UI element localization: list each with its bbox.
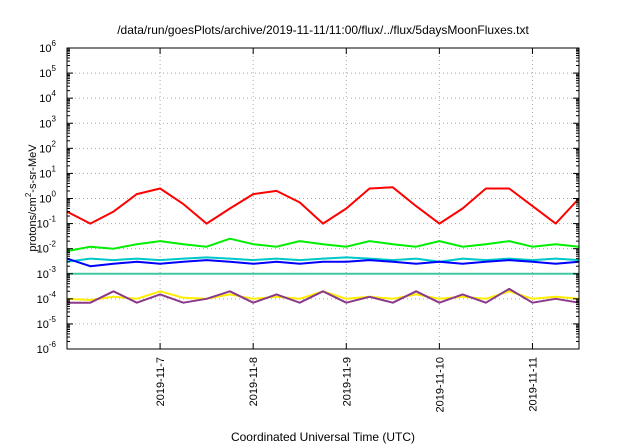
y-tick-base: 10	[39, 118, 51, 130]
grid-lines	[67, 48, 579, 349]
y-tick-exponent: 1	[52, 164, 57, 173]
y-tick-exponent: -2	[49, 240, 57, 249]
series-line-7	[67, 287, 580, 304]
y-tick-label: 103	[39, 114, 56, 130]
y-tick-base: 10	[39, 68, 51, 80]
y-tick-label: 10-4	[37, 290, 57, 306]
y-tick-exponent: 3	[52, 114, 57, 123]
y-axis-label-superscript: 2	[24, 192, 33, 197]
series-lines	[66, 186, 580, 304]
x-tick-label: 2019-11-10	[434, 357, 446, 412]
x-tick-label: 2019-11-9	[341, 357, 353, 406]
series-line-3	[66, 256, 580, 263]
y-tick-label: 10-5	[37, 315, 57, 331]
y-tick-label: 101	[39, 164, 56, 180]
y-tick-base: 10	[39, 194, 51, 206]
y-tick-label: 102	[39, 139, 56, 155]
y-tick-base: 10	[39, 93, 51, 105]
y-tick-label: 10-3	[37, 265, 57, 281]
y-tick-base: 10	[39, 143, 51, 155]
y-tick-exponent: -6	[49, 340, 57, 349]
y-tick-exponent: 0	[52, 190, 57, 199]
series-line-5	[66, 257, 580, 268]
x-tick-label: 2019-11-8	[248, 357, 260, 406]
y-axis-label-rest: -s-sr-MeV	[27, 144, 39, 193]
x-tick-label: 2019-11-7	[155, 357, 167, 406]
y-tick-exponent: 5	[52, 64, 57, 73]
y-tick-exponent: 6	[52, 39, 57, 48]
series-line-1	[66, 186, 580, 225]
y-tick-exponent: -5	[49, 315, 57, 324]
y-tick-exponent: 4	[52, 89, 57, 98]
y-tick-base: 10	[37, 269, 49, 281]
y-tick-label: 105	[39, 64, 56, 80]
y-tick-label: 100	[39, 190, 56, 206]
y-tick-exponent: -4	[49, 290, 57, 299]
y-axis-label-main: protons/cm	[27, 197, 39, 251]
y-axis-label: protons/cm2-s-sr-MeV	[24, 144, 39, 252]
y-tick-label: 106	[39, 39, 56, 55]
x-axis: 2019-11-7 2019-11-8 2019-11-9 2019-11-10 201…	[155, 48, 539, 412]
y-axis: 10-610-510-410-310-210-11001011021031041…	[37, 39, 579, 356]
y-tick-label: 104	[39, 89, 56, 105]
y-tick-base: 10	[37, 344, 49, 356]
y-tick-label: 10-2	[37, 240, 57, 256]
y-tick-base: 10	[39, 43, 51, 55]
y-tick-base: 10	[39, 168, 51, 180]
y-tick-exponent: -3	[49, 265, 57, 274]
y-tick-exponent: 2	[52, 139, 57, 148]
y-tick-label: 10-1	[37, 215, 57, 231]
y-tick-label: 10-6	[37, 340, 57, 356]
y-tick-base: 10	[37, 244, 49, 256]
chart-title: /data/run/goesPlots/archive/2019-11-11/1…	[117, 23, 529, 37]
y-tick-base: 10	[37, 319, 49, 331]
y-tick-exponent: -1	[49, 215, 57, 224]
y-tick-base: 10	[37, 219, 49, 231]
x-tick-label: 2019-11-11	[527, 357, 539, 412]
series-line-2	[66, 237, 580, 253]
x-axis-label: Coordinated Universal Time (UTC)	[231, 430, 415, 444]
y-tick-base: 10	[37, 294, 49, 306]
